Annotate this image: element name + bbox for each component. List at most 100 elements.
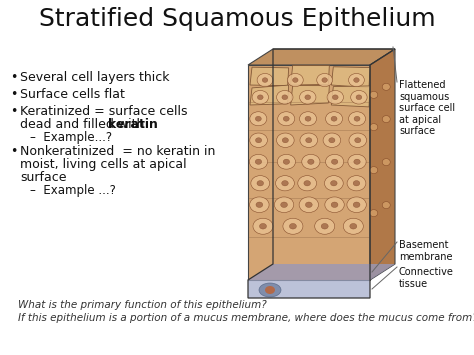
Ellipse shape <box>323 133 341 147</box>
Ellipse shape <box>331 159 338 164</box>
Text: Surface cells flat: Surface cells flat <box>20 88 125 101</box>
Ellipse shape <box>283 116 289 121</box>
Ellipse shape <box>265 286 275 294</box>
Text: Nonkeratinized  = no keratin in: Nonkeratinized = no keratin in <box>20 145 215 158</box>
Ellipse shape <box>332 95 338 100</box>
Ellipse shape <box>327 91 344 104</box>
Ellipse shape <box>370 166 378 174</box>
Ellipse shape <box>282 181 288 186</box>
Polygon shape <box>248 65 370 280</box>
Ellipse shape <box>305 202 312 207</box>
Ellipse shape <box>305 116 311 121</box>
Ellipse shape <box>354 116 360 121</box>
Ellipse shape <box>282 95 288 100</box>
Text: Connective
tissue: Connective tissue <box>399 267 454 289</box>
Ellipse shape <box>276 133 294 147</box>
Ellipse shape <box>300 112 317 126</box>
Ellipse shape <box>290 223 296 229</box>
Polygon shape <box>370 49 395 280</box>
Ellipse shape <box>262 78 268 82</box>
Ellipse shape <box>249 154 267 169</box>
Polygon shape <box>248 49 395 65</box>
Ellipse shape <box>348 73 365 87</box>
Ellipse shape <box>317 73 333 87</box>
Ellipse shape <box>255 116 261 121</box>
Ellipse shape <box>324 176 343 191</box>
Ellipse shape <box>252 91 268 104</box>
Ellipse shape <box>257 73 273 87</box>
Ellipse shape <box>257 95 263 100</box>
Ellipse shape <box>370 91 378 98</box>
Text: Keratinized = surface cells: Keratinized = surface cells <box>20 105 188 118</box>
Text: –  Example...?: – Example...? <box>30 131 112 144</box>
Text: surface: surface <box>20 171 66 184</box>
Polygon shape <box>248 280 370 298</box>
Ellipse shape <box>355 138 361 143</box>
Text: •: • <box>10 145 18 158</box>
Ellipse shape <box>370 124 378 131</box>
Ellipse shape <box>287 73 303 87</box>
Ellipse shape <box>300 91 316 104</box>
Ellipse shape <box>326 112 343 126</box>
Ellipse shape <box>350 223 357 229</box>
Ellipse shape <box>382 116 390 122</box>
Ellipse shape <box>250 112 267 126</box>
Ellipse shape <box>275 176 294 191</box>
Ellipse shape <box>251 176 270 191</box>
Polygon shape <box>291 86 329 105</box>
Ellipse shape <box>299 197 319 213</box>
Ellipse shape <box>382 83 390 91</box>
Polygon shape <box>248 264 395 280</box>
Ellipse shape <box>348 112 365 126</box>
Text: Flattened
squamous
surface cell
at apical
surface: Flattened squamous surface cell at apica… <box>399 80 455 136</box>
Ellipse shape <box>277 91 293 104</box>
Text: Basement
membrane: Basement membrane <box>399 240 453 262</box>
Ellipse shape <box>253 218 273 234</box>
Ellipse shape <box>250 197 269 213</box>
Ellipse shape <box>274 197 294 213</box>
Ellipse shape <box>302 154 320 169</box>
Text: Several cell layers thick: Several cell layers thick <box>20 71 170 84</box>
Polygon shape <box>291 65 329 85</box>
Ellipse shape <box>283 159 290 164</box>
Text: Stratified Squamous Epithelium: Stratified Squamous Epithelium <box>39 7 435 31</box>
Ellipse shape <box>305 95 310 100</box>
Ellipse shape <box>354 78 359 82</box>
Ellipse shape <box>298 176 317 191</box>
Ellipse shape <box>255 138 262 143</box>
Ellipse shape <box>351 91 367 104</box>
Ellipse shape <box>281 202 287 207</box>
Ellipse shape <box>326 154 344 169</box>
Polygon shape <box>250 85 289 105</box>
Ellipse shape <box>343 218 363 234</box>
Text: What is the primary function of this epithelium?: What is the primary function of this epi… <box>18 300 267 310</box>
Ellipse shape <box>331 116 337 121</box>
Polygon shape <box>250 67 289 86</box>
Ellipse shape <box>315 218 335 234</box>
Polygon shape <box>331 86 370 107</box>
Ellipse shape <box>353 202 360 207</box>
Ellipse shape <box>306 138 312 143</box>
Text: •: • <box>10 105 18 118</box>
Ellipse shape <box>354 159 360 164</box>
Ellipse shape <box>259 223 266 229</box>
Ellipse shape <box>330 181 337 186</box>
Ellipse shape <box>347 176 366 191</box>
Ellipse shape <box>255 159 262 164</box>
Ellipse shape <box>283 218 303 234</box>
Ellipse shape <box>322 78 328 82</box>
Ellipse shape <box>382 202 390 209</box>
Ellipse shape <box>292 78 298 82</box>
Ellipse shape <box>349 133 366 147</box>
Ellipse shape <box>356 95 362 100</box>
Ellipse shape <box>353 181 360 186</box>
Ellipse shape <box>278 112 295 126</box>
Text: •: • <box>10 71 18 84</box>
Ellipse shape <box>370 209 378 217</box>
Ellipse shape <box>331 202 338 207</box>
Ellipse shape <box>304 181 310 186</box>
Ellipse shape <box>256 202 263 207</box>
Ellipse shape <box>308 159 314 164</box>
Text: •: • <box>10 88 18 101</box>
Text: moist, living cells at apical: moist, living cells at apical <box>20 158 187 171</box>
